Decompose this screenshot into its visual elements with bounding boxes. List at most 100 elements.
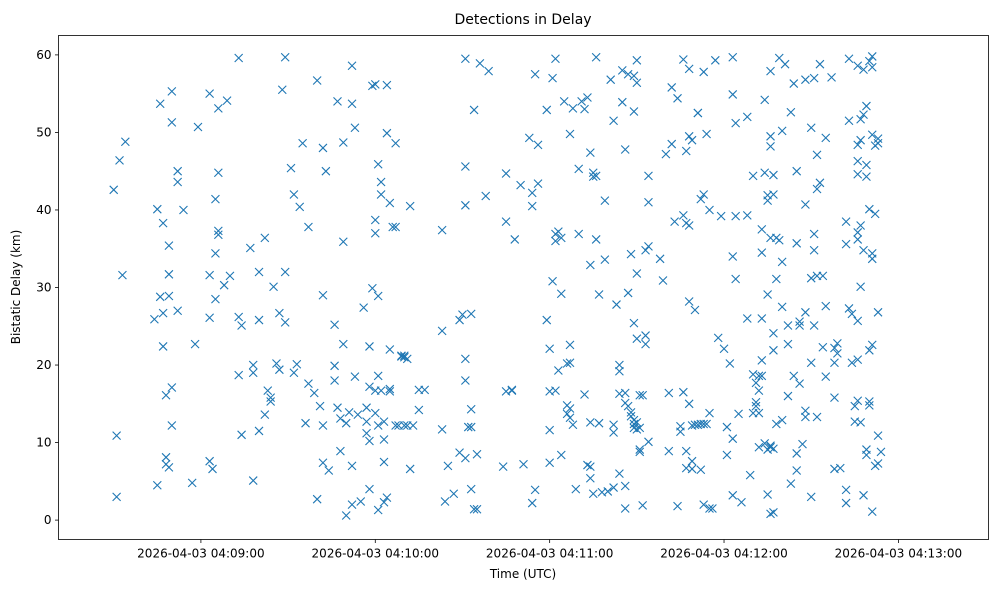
data-point xyxy=(809,73,819,83)
data-point xyxy=(769,170,778,180)
data-point xyxy=(862,172,871,182)
data-point xyxy=(626,407,636,417)
x-axis-label: Time (UTC) xyxy=(489,567,556,581)
data-point xyxy=(583,460,592,470)
data-point xyxy=(864,397,874,406)
data-point xyxy=(367,81,377,91)
data-point xyxy=(370,228,380,238)
data-point xyxy=(620,481,630,491)
data-point xyxy=(710,55,720,65)
data-point xyxy=(644,242,653,251)
data-point xyxy=(751,378,761,388)
data-point xyxy=(731,118,741,128)
data-point xyxy=(641,331,650,340)
data-point xyxy=(248,368,258,378)
data-point xyxy=(853,228,863,237)
data-point xyxy=(321,166,331,176)
data-point xyxy=(835,463,845,473)
data-point xyxy=(455,315,464,325)
data-point xyxy=(754,442,764,452)
data-point xyxy=(632,418,642,427)
data-point xyxy=(510,235,520,244)
data-point xyxy=(748,171,758,181)
data-point xyxy=(164,291,174,301)
data-point xyxy=(832,338,842,348)
data-point xyxy=(213,103,223,113)
data-point xyxy=(728,52,738,62)
data-point xyxy=(853,156,863,166)
data-point xyxy=(809,229,819,239)
y-tick-label: 50 xyxy=(36,125,51,139)
data-point xyxy=(347,461,357,471)
data-point xyxy=(574,229,584,239)
data-point xyxy=(333,97,342,106)
data-point xyxy=(385,387,395,396)
data-point xyxy=(661,149,671,159)
data-point xyxy=(260,410,270,420)
data-point xyxy=(629,71,639,81)
data-point xyxy=(856,221,866,230)
data-point xyxy=(556,233,566,243)
data-point xyxy=(632,55,642,65)
data-point xyxy=(219,280,229,290)
data-point xyxy=(766,509,775,519)
data-point xyxy=(466,422,476,432)
data-point xyxy=(213,226,223,236)
data-point xyxy=(844,116,854,126)
data-point xyxy=(460,376,470,385)
data-point xyxy=(213,230,223,240)
data-point xyxy=(472,504,482,514)
data-point xyxy=(789,79,799,88)
data-point xyxy=(681,446,691,456)
data-point xyxy=(777,302,787,312)
data-point xyxy=(501,169,511,178)
data-point xyxy=(562,409,572,419)
data-point xyxy=(365,382,374,392)
data-point xyxy=(583,93,592,102)
data-point xyxy=(362,428,371,438)
data-point xyxy=(481,191,491,201)
data-point xyxy=(801,75,810,85)
data-point xyxy=(806,123,816,133)
data-point xyxy=(591,171,601,181)
data-point xyxy=(737,497,746,507)
data-point xyxy=(763,290,773,299)
data-point xyxy=(812,150,822,160)
data-point xyxy=(757,355,767,365)
data-point xyxy=(864,345,874,355)
data-point xyxy=(862,101,871,111)
data-point xyxy=(347,500,357,509)
data-point xyxy=(681,146,691,156)
y-tick-label: 30 xyxy=(36,281,51,295)
data-point xyxy=(173,306,183,316)
y-tick-label: 40 xyxy=(36,203,51,217)
data-point xyxy=(498,462,508,472)
data-point xyxy=(600,196,610,206)
data-point xyxy=(617,97,627,107)
data-point xyxy=(318,290,328,300)
data-point xyxy=(158,342,168,351)
data-point xyxy=(466,309,476,319)
data-point xyxy=(516,180,525,190)
data-point xyxy=(466,404,476,414)
data-point xyxy=(760,168,770,178)
data-point xyxy=(728,434,738,444)
data-point xyxy=(179,205,188,215)
data-point xyxy=(344,407,354,417)
data-point xyxy=(585,473,595,483)
data-point xyxy=(388,222,398,232)
data-point xyxy=(376,177,386,187)
data-point xyxy=(193,122,203,132)
data-point xyxy=(562,359,572,368)
data-point xyxy=(699,190,709,199)
data-point xyxy=(272,359,281,368)
data-point xyxy=(338,339,348,349)
data-point xyxy=(864,400,874,410)
data-point xyxy=(318,458,328,468)
data-point xyxy=(684,64,694,74)
data-point xyxy=(864,204,874,214)
data-point xyxy=(783,321,793,330)
data-point xyxy=(260,233,270,243)
data-point xyxy=(847,309,857,319)
data-point xyxy=(862,160,871,170)
